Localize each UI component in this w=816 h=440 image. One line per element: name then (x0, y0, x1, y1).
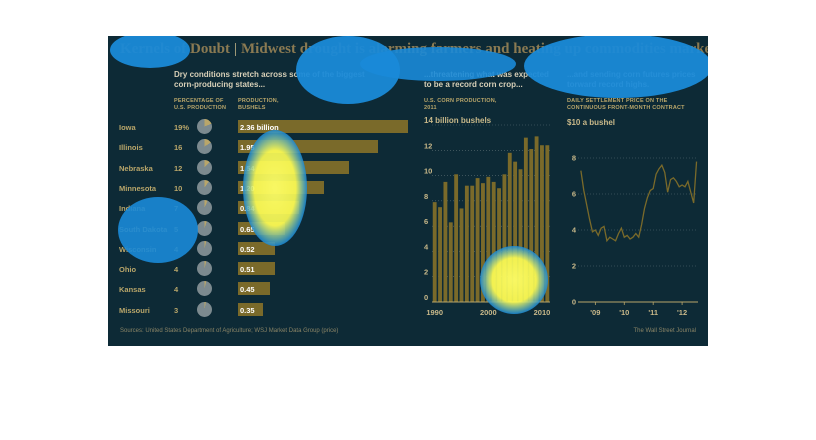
y-tick-label: 2 (572, 262, 576, 271)
share-pie-icon (197, 220, 212, 236)
production-column (529, 149, 534, 302)
share-pie-icon (197, 200, 212, 216)
production-column (443, 181, 448, 302)
state-row: Missouri 3 0.35 (108, 300, 408, 320)
price-line (580, 161, 698, 243)
x-tick-label: '11 (648, 308, 658, 317)
production-value: 0.35 (240, 305, 255, 315)
production-column (502, 174, 507, 302)
y-tick-label: 0 (424, 293, 428, 302)
production-column (432, 202, 437, 302)
state-row: Iowa 19% 2.36 billion (108, 117, 408, 137)
production-column (470, 185, 475, 302)
source-note: Sources: United States Department of Agr… (120, 328, 339, 334)
share-pie-icon (197, 179, 212, 195)
y-tick-label: $10 a bushel (567, 118, 615, 127)
y-tick-label: 0 (572, 298, 576, 307)
production-value: 0.45 (240, 285, 255, 295)
state-row: Kansas 4 0.45 (108, 279, 408, 299)
share-pie-icon (197, 139, 212, 155)
share-pie-icon (197, 281, 212, 297)
production-bar (238, 302, 264, 316)
production-column (491, 181, 496, 302)
production-column (523, 137, 528, 302)
state-row: Ohio 4 0.51 (108, 259, 408, 279)
state-name: Illinois (119, 143, 143, 153)
y-tick-label: 4 (572, 226, 577, 235)
production-header: PRODUCTION, BUSHELS (238, 98, 279, 111)
state-percentage: 12 (174, 163, 183, 173)
y-tick-label: 8 (424, 192, 428, 201)
production-value: 2.36 billion (240, 123, 279, 132)
state-percentage: 19% (174, 123, 190, 132)
y-tick-label: 8 (572, 154, 576, 163)
pct-header: PERCENTAGE OF U.S. PRODUCTION (174, 98, 227, 111)
state-name: Iowa (119, 123, 136, 132)
y-tick-label: 12 (424, 141, 432, 150)
production-column (545, 145, 550, 302)
share-pie-icon (197, 240, 212, 256)
production-column (481, 183, 485, 302)
share-pie-icon (197, 301, 212, 317)
x-tick-label: '10 (619, 308, 629, 317)
production-value: 0.51 (240, 265, 255, 275)
x-tick-label: 2000 (480, 308, 497, 317)
state-percentage: 3 (174, 305, 179, 315)
x-tick-label: '09 (590, 308, 600, 317)
x-tick-label: 2010 (534, 308, 551, 317)
production-column (497, 188, 501, 302)
state-name: Kansas (119, 285, 146, 295)
state-percentage: 10 (174, 183, 183, 193)
state-percentage: 4 (174, 285, 179, 295)
y-tick-label: 6 (572, 190, 576, 199)
state-name: Nebraska (119, 163, 153, 173)
production-column (534, 136, 539, 302)
production-column (459, 208, 464, 302)
production-bar (238, 282, 271, 296)
y-tick-label: 4 (424, 242, 429, 251)
states-subtitle: Dry conditions stretch across some of th… (174, 70, 365, 89)
production-column (540, 145, 544, 302)
y-tick-label: 2 (424, 268, 428, 277)
state-name: Missouri (119, 305, 150, 315)
production-column (448, 222, 453, 302)
production-chart: 14 billion bushels 12 10 8 6 4 2 0 1990 2000 2010 $… (424, 116, 698, 317)
share-pie-icon (197, 159, 212, 175)
x-tick-label: 1990 (426, 308, 443, 317)
production-bar (238, 262, 275, 276)
production-column (464, 185, 469, 302)
production-column (513, 161, 518, 302)
state-name: Minnesota (119, 183, 157, 193)
share-pie-icon (197, 119, 212, 134)
production-bar (238, 120, 408, 133)
y-tick-label: 6 (424, 217, 428, 226)
state-percentage: 16 (174, 143, 183, 153)
y-tick-label: 14 billion bushels (424, 116, 492, 125)
x-tick-label: '12 (677, 308, 687, 317)
production-column (438, 207, 442, 302)
production-column (454, 174, 459, 302)
state-percentage: 4 (174, 265, 179, 275)
credit: The Wall Street Journal (633, 328, 696, 334)
production-value: 0.52 (240, 244, 255, 254)
production-column (486, 176, 491, 302)
settlement-header: DAILY SETTLEMENT PRICE ON THE CONTINUOUS… (567, 98, 685, 111)
y-tick-label: 10 (424, 167, 432, 176)
production-column (475, 178, 480, 302)
state-name: Ohio (119, 265, 137, 275)
us-production-header: U.S. CORN PRODUCTION, 2011 (424, 98, 497, 111)
production-column (518, 169, 523, 302)
title-separator: | (234, 41, 238, 57)
chart-panel: Kernels of Doubt | Midwest drought is alar… (108, 36, 708, 346)
share-pie-icon (197, 261, 212, 277)
production-column (507, 152, 512, 302)
